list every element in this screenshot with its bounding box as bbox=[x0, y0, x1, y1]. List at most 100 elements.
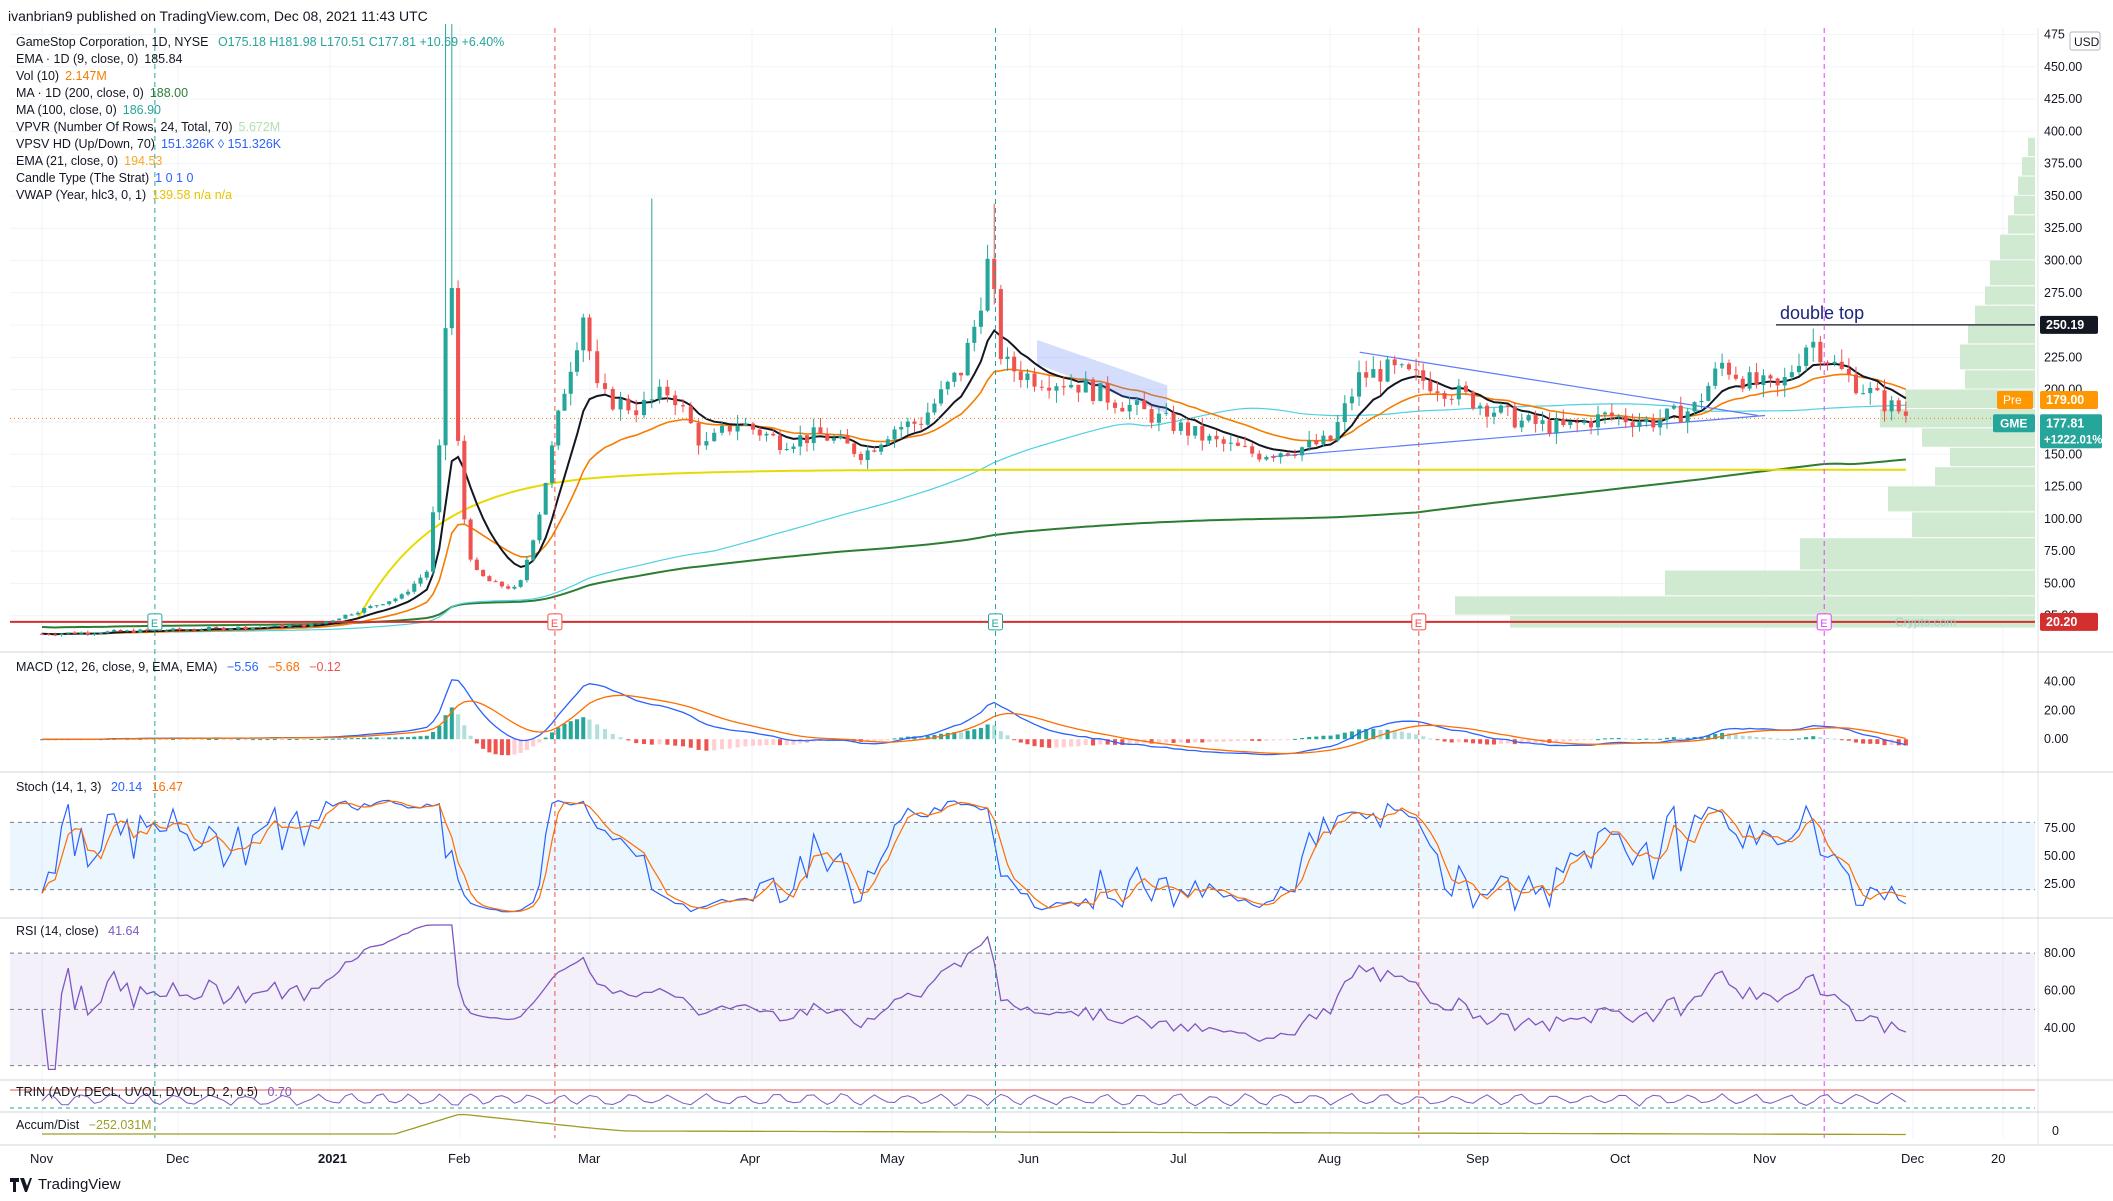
candle-body bbox=[1582, 421, 1587, 424]
candle-body bbox=[380, 604, 385, 606]
candle-body bbox=[1349, 396, 1354, 404]
candle-body bbox=[1796, 365, 1802, 373]
candle-body bbox=[1264, 456, 1269, 460]
candle-body bbox=[1692, 402, 1697, 412]
macd-histogram-bar bbox=[355, 738, 360, 740]
macd-histogram-bar bbox=[1754, 736, 1759, 740]
earnings-badge bbox=[1411, 613, 1427, 631]
price-tick-label: 125.00 bbox=[2044, 480, 2082, 494]
candle-body bbox=[1307, 440, 1312, 448]
candle-body bbox=[1868, 387, 1873, 394]
macd-histogram-bar bbox=[287, 739, 292, 741]
candle-body bbox=[1713, 368, 1718, 386]
candle-body bbox=[228, 628, 233, 630]
legend-item: VPSV HD (Up/Down, 70) 151.326K ◊ 151.326K bbox=[16, 136, 510, 153]
candle-body bbox=[1193, 426, 1198, 436]
double-top-label: double top bbox=[1780, 303, 1864, 323]
volume-profile-bar bbox=[1975, 305, 2035, 325]
legend-item-value: 5.672M bbox=[238, 120, 281, 134]
macd-histogram-bar bbox=[1463, 739, 1468, 743]
macd-histogram-bar bbox=[1278, 739, 1283, 741]
candle-body bbox=[112, 629, 117, 632]
macd-histogram-bar bbox=[952, 732, 957, 740]
macd-histogram-bar bbox=[1889, 739, 1894, 745]
time-tick-label: Dec bbox=[1901, 1151, 1925, 1166]
macd-histogram-bar bbox=[751, 739, 756, 746]
candle-body bbox=[1257, 453, 1262, 460]
macd-histogram-bar bbox=[602, 728, 608, 740]
macd-histogram-bar bbox=[965, 730, 970, 740]
candle-body bbox=[1214, 435, 1219, 440]
candle-body bbox=[1243, 445, 1248, 447]
candle-body bbox=[618, 398, 623, 410]
candle-body bbox=[349, 614, 354, 616]
macd-histogram-bar bbox=[743, 739, 748, 747]
brand-label: TradingView bbox=[38, 1176, 121, 1193]
macd-histogram-bar bbox=[1156, 739, 1161, 744]
earnings-badge-label: E bbox=[551, 618, 558, 630]
price-tick-label: 350.00 bbox=[2044, 189, 2082, 203]
pre-label-bg bbox=[1997, 391, 2033, 409]
candle-body bbox=[719, 425, 725, 433]
candle-body bbox=[1512, 406, 1517, 428]
candle-body bbox=[46, 633, 51, 635]
candle-body bbox=[1540, 420, 1545, 424]
price-tick-label: 75.00 bbox=[2044, 544, 2075, 558]
macd-histogram-bar bbox=[131, 738, 136, 740]
candle-body bbox=[1685, 411, 1690, 423]
candle-body bbox=[1200, 426, 1205, 441]
candle-body bbox=[1623, 415, 1628, 423]
macd-histogram-bar bbox=[309, 739, 314, 741]
trin-value: 0.70 bbox=[267, 1085, 292, 1099]
candle-body bbox=[324, 621, 329, 624]
macd-histogram-bar bbox=[1018, 739, 1023, 743]
earnings-badge bbox=[1816, 613, 1832, 631]
macd-histogram-bar bbox=[1200, 739, 1205, 743]
candle-body bbox=[499, 581, 504, 587]
legend-item-value: 1 0 1 0 bbox=[155, 171, 194, 185]
earnings-badge-label: E bbox=[1820, 618, 1827, 630]
macd-histogram-bar bbox=[258, 739, 263, 741]
macd-line bbox=[41, 679, 1907, 756]
macd-histogram-bar bbox=[680, 739, 686, 747]
volume-profile-bar bbox=[1935, 467, 2035, 486]
candle-body bbox=[1156, 413, 1161, 423]
candle-body bbox=[206, 627, 211, 630]
legend-item: MA · 1D (200, close, 0) 188.00 bbox=[16, 85, 510, 102]
candle-body bbox=[468, 519, 473, 560]
candle-body bbox=[431, 512, 436, 572]
price-tick-label: 425.00 bbox=[2044, 92, 2082, 106]
legend-item: Vol (10) 2.147M bbox=[16, 68, 510, 85]
tradingview-brand[interactable]: TradingView bbox=[10, 1176, 121, 1193]
macd-histogram-bar bbox=[1314, 736, 1319, 740]
macd-histogram-bar bbox=[1804, 737, 1809, 740]
trendline-upper bbox=[1359, 351, 1758, 417]
macd-histogram-bar bbox=[972, 729, 977, 740]
main-legend: GameStop Corporation, 1D, NYSE O175.18 H… bbox=[16, 34, 510, 204]
candle-body bbox=[673, 395, 678, 406]
candle-body bbox=[818, 427, 823, 434]
macd-histogram-bar bbox=[1740, 735, 1745, 740]
last-price-value: 177.81 bbox=[2046, 416, 2084, 430]
candle-body bbox=[1561, 419, 1566, 425]
macd-histogram-bar bbox=[1285, 739, 1290, 741]
macd-histogram-bar bbox=[243, 739, 248, 741]
publisher-line: ivanbrian9 published on TradingView.com,… bbox=[8, 8, 428, 24]
candle-body bbox=[831, 438, 836, 441]
macd-hist-value: −0.12 bbox=[309, 660, 341, 674]
candle-body bbox=[1112, 402, 1118, 408]
candle-body bbox=[265, 626, 270, 628]
macd-histogram-bar bbox=[1630, 738, 1635, 740]
candle-body bbox=[865, 450, 870, 461]
candle-body bbox=[1903, 411, 1908, 416]
trin-line bbox=[41, 1092, 1907, 1107]
macd-histogram-bar bbox=[164, 739, 169, 741]
stoch-legend: Stoch (14, 1, 3) 20.14 16.47 bbox=[16, 780, 189, 794]
candle-body bbox=[316, 623, 321, 625]
candle-body bbox=[899, 427, 904, 430]
macd-histogram-bar bbox=[1478, 739, 1483, 744]
candle-body bbox=[1428, 380, 1433, 392]
macd-histogram-bar bbox=[368, 737, 373, 740]
candle-body bbox=[1616, 415, 1621, 417]
